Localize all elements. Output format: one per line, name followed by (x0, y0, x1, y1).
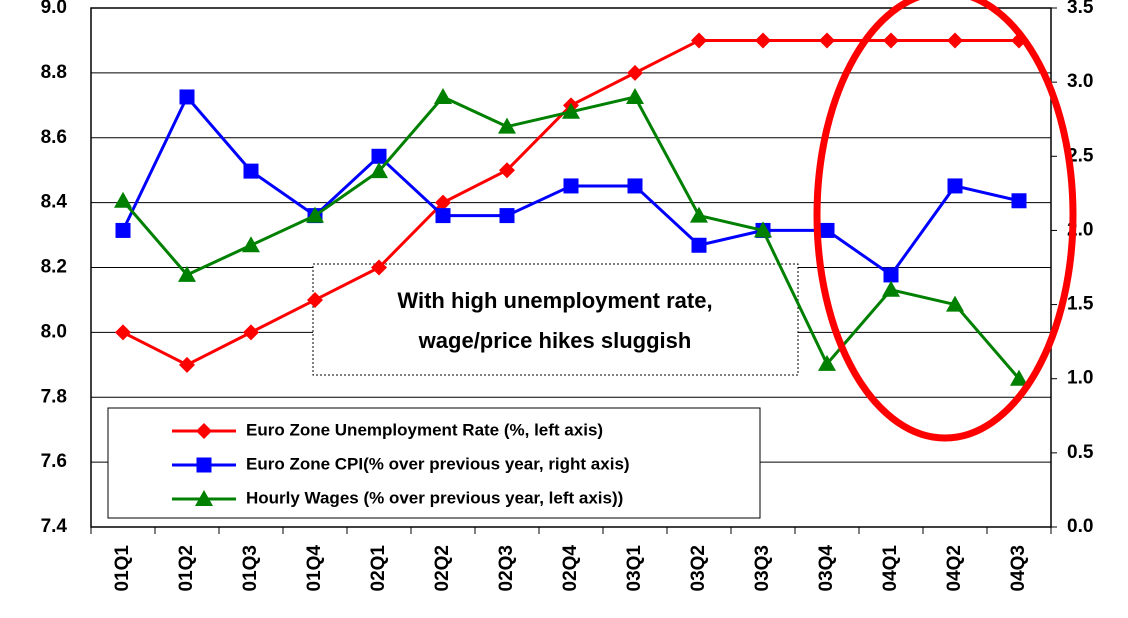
y-tick-label: 7.4 (41, 516, 68, 537)
marker (947, 178, 963, 194)
marker (691, 237, 707, 253)
marker (882, 280, 900, 297)
marker (196, 423, 212, 439)
legend-label: Hourly Wages (% over previous year, left… (246, 488, 623, 507)
marker (563, 178, 579, 194)
y-tick-label: 8.4 (41, 192, 68, 213)
marker (1011, 193, 1027, 209)
marker (1010, 369, 1028, 386)
marker (435, 194, 451, 211)
legend-label: Euro Zone Unemployment Rate (%, left axi… (246, 420, 603, 439)
y-tick-label: 8.0 (41, 321, 67, 342)
y-tick-label: 7.8 (41, 386, 67, 407)
x-tick-label: 02Q3 (496, 545, 517, 591)
marker (947, 32, 963, 49)
highlight-ellipse (813, 0, 1077, 442)
y-tick-label: 9.0 (41, 0, 67, 18)
x-tick-label: 01Q3 (240, 545, 261, 591)
marker (499, 208, 515, 224)
marker (179, 89, 195, 105)
marker (195, 490, 213, 506)
x-tick-label: 04Q2 (944, 545, 965, 591)
marker (819, 32, 835, 49)
annotation-box (312, 263, 799, 376)
marker (883, 32, 899, 49)
y-tick-label: 8.2 (41, 257, 67, 278)
x-tick-label: 02Q4 (560, 545, 581, 592)
marker (306, 206, 324, 223)
annotation: wage/price hikes sluggish (418, 328, 692, 353)
x-tick-label: 03Q3 (752, 545, 773, 591)
y2-tick-label: 1.5 (1067, 294, 1094, 315)
marker (946, 295, 964, 312)
x-tick-label: 03Q2 (688, 545, 709, 591)
y-tick-label: 8.6 (41, 127, 67, 148)
x-tick-label: 04Q1 (880, 545, 901, 592)
x-tick-label: 01Q1 (112, 545, 133, 592)
marker (179, 356, 195, 373)
marker (627, 64, 643, 81)
y2-tick-label: 2.5 (1067, 145, 1094, 166)
marker (755, 32, 771, 49)
x-tick-label: 03Q4 (816, 545, 837, 592)
x-tick-label: 01Q4 (304, 545, 325, 592)
marker (115, 222, 131, 238)
legend-label: Euro Zone CPI(% over previous year, righ… (246, 454, 630, 473)
marker (371, 148, 387, 164)
marker (370, 162, 388, 179)
y-tick-label: 8.8 (41, 62, 67, 83)
marker (819, 222, 835, 238)
marker (434, 87, 452, 104)
marker (691, 32, 707, 49)
marker (371, 259, 387, 276)
marker (499, 162, 515, 179)
marker (115, 324, 131, 341)
annotation: With high unemployment rate, (397, 288, 712, 313)
marker (818, 354, 836, 371)
y-tick-label: 7.6 (41, 451, 67, 472)
marker (178, 265, 196, 282)
x-tick-label: 04Q3 (1008, 545, 1029, 591)
marker (498, 117, 516, 134)
marker (243, 324, 259, 341)
plot-frame (90, 7, 1052, 528)
marker (196, 457, 212, 473)
marker (243, 163, 259, 179)
x-tick-label: 01Q2 (176, 545, 197, 591)
x-tick-label: 02Q1 (368, 545, 389, 592)
marker (242, 236, 260, 253)
x-tick-label: 03Q1 (624, 545, 645, 592)
marker (114, 191, 132, 208)
y2-tick-label: 3.5 (1067, 0, 1094, 18)
y2-tick-label: 0.0 (1067, 516, 1093, 537)
y2-tick-label: 3.0 (1067, 71, 1093, 92)
marker (883, 267, 899, 283)
marker (627, 178, 643, 194)
y2-tick-label: 1.0 (1067, 368, 1093, 389)
marker (435, 208, 451, 224)
marker (690, 206, 708, 223)
marker (754, 221, 772, 238)
marker (562, 102, 580, 119)
y2-tick-label: 0.5 (1067, 442, 1094, 463)
marker (626, 87, 644, 104)
x-tick-label: 02Q2 (432, 545, 453, 591)
marker (307, 291, 323, 308)
